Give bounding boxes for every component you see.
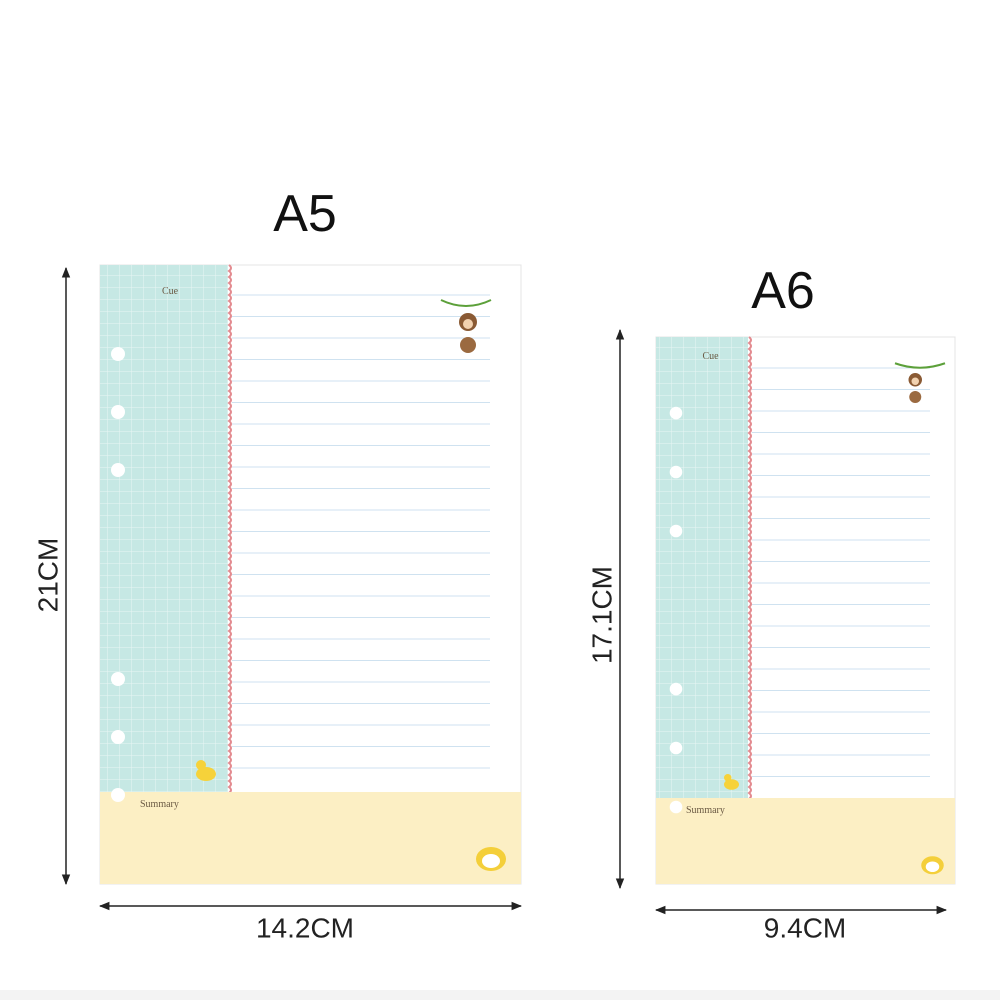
punch-hole — [669, 465, 683, 479]
punch-hole — [111, 347, 125, 361]
punch-hole — [111, 730, 125, 744]
cow-face — [482, 854, 500, 868]
cue-label: Cue — [703, 351, 720, 362]
summary-band — [100, 792, 521, 884]
summary-band — [656, 798, 955, 884]
punch-hole — [111, 672, 125, 686]
punch-hole — [669, 406, 683, 420]
cue-column — [100, 265, 228, 792]
width-label: 9.4CM — [764, 912, 846, 943]
cow-face — [925, 861, 940, 872]
size-title: A6 — [751, 262, 815, 320]
cue-label: Cue — [162, 286, 179, 297]
height-label: 21CM — [32, 538, 63, 613]
wavy-edge — [227, 264, 232, 794]
wavy-edge — [747, 336, 752, 800]
punch-hole — [111, 463, 125, 477]
punch-hole — [111, 788, 125, 802]
monkey — [460, 337, 476, 353]
size-title: A5 — [273, 185, 337, 243]
duck-head — [724, 774, 732, 782]
height-label: 17.1CM — [586, 566, 617, 664]
punch-hole — [669, 800, 683, 814]
notebook-page: Cue Summary — [99, 264, 522, 885]
notebook-page: Cue Summary — [655, 336, 956, 885]
duck — [196, 767, 216, 781]
duck-head — [196, 760, 206, 770]
punch-hole — [111, 405, 125, 419]
punch-hole — [669, 741, 683, 755]
vine — [440, 299, 492, 307]
monkey-face — [463, 319, 473, 329]
punch-hole — [669, 682, 683, 696]
cue-column — [656, 337, 748, 798]
summary-label: Summary — [686, 805, 725, 816]
summary-label: Summary — [140, 799, 179, 810]
width-label: 14.2CM — [256, 912, 354, 943]
bottom-strip — [0, 990, 1000, 1000]
punch-hole — [669, 524, 683, 538]
monkey — [909, 391, 922, 403]
vine — [894, 362, 946, 369]
duck — [724, 779, 739, 790]
monkey-face — [911, 377, 919, 385]
